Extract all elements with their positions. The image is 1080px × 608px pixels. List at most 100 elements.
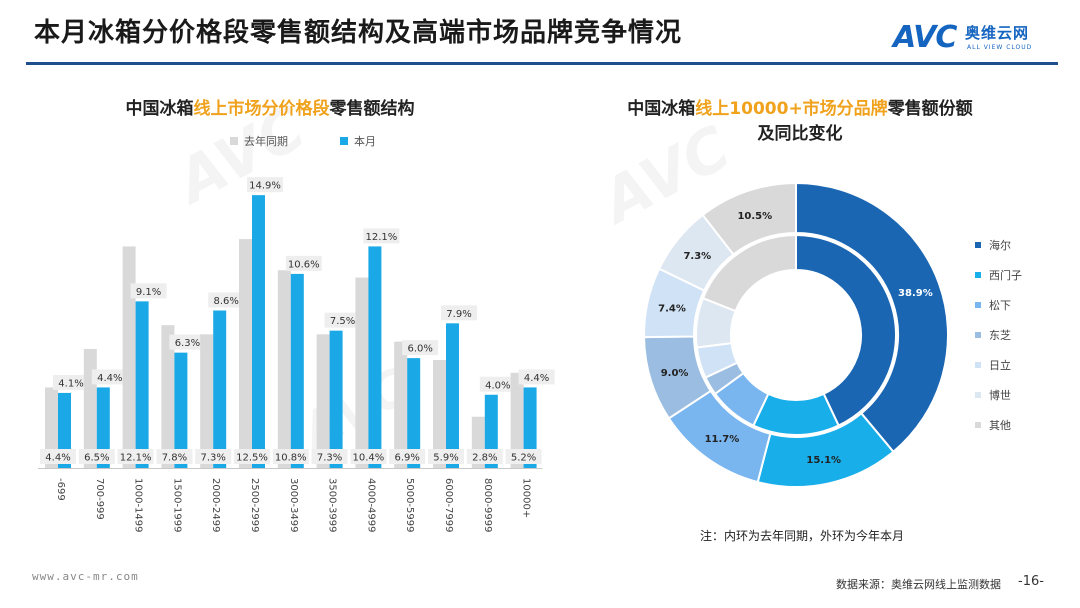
data-source: 数据来源：奥维云网线上监测数据 bbox=[836, 578, 1001, 591]
chart-note: 注：内环为去年同期，外环为今年本月 bbox=[700, 529, 905, 543]
x-tick-label: 1000-1499 bbox=[133, 478, 144, 533]
x-tick-label: 3500-3999 bbox=[327, 478, 338, 533]
label-box-last-year bbox=[195, 449, 232, 464]
outer-slice-label: 10.5% bbox=[737, 211, 772, 222]
label-this-month: 12.1% bbox=[366, 232, 398, 243]
label-this-month: 4.0% bbox=[485, 380, 510, 391]
logo-en-name: ALL VIEW CLOUD bbox=[967, 44, 1033, 51]
bar-this-month-700-999 bbox=[96, 387, 110, 468]
label-box-last-year bbox=[389, 449, 426, 464]
left-chart-title: 中国冰箱线上市场分价格段零售额结构 bbox=[125, 99, 415, 119]
label-this-month: 4.4% bbox=[524, 373, 549, 384]
outer-slice-其他 bbox=[701, 181, 797, 256]
legend-item-其他: 其他 bbox=[975, 410, 1022, 440]
outer-slice-海尔 bbox=[795, 181, 949, 454]
outer-slice-label: 11.7% bbox=[705, 434, 740, 445]
label-last-year: 7.8% bbox=[162, 453, 187, 464]
bar-last-year-10000+ bbox=[510, 372, 524, 468]
x-tick-label: 1500-1999 bbox=[171, 478, 182, 533]
bar-last-year-6000-7999 bbox=[433, 359, 446, 468]
page-title: 本月冰箱分价格段零售额结构及高端市场品牌竞争情况 bbox=[34, 18, 683, 48]
outer-slice-label: 9.0% bbox=[661, 368, 689, 379]
x-tick-label: 5000-5999 bbox=[404, 478, 415, 533]
legend-label: 海尔 bbox=[989, 239, 1011, 252]
legend-item-松下: 松下 bbox=[975, 290, 1022, 320]
label-this-month: 14.9% bbox=[249, 181, 281, 192]
label-box-this-month bbox=[208, 292, 245, 308]
bar-last-year-5000-5999 bbox=[394, 341, 408, 468]
label-box-last-year bbox=[40, 449, 76, 464]
bar-last-year-1500-1999 bbox=[161, 325, 175, 468]
website-url: www.avc-mr.com bbox=[32, 570, 139, 583]
bar-last-year-2000-2499 bbox=[200, 334, 214, 468]
page-number: -16- bbox=[1018, 574, 1044, 589]
label-this-month: 9.1% bbox=[136, 287, 161, 298]
legend-label: 其他 bbox=[989, 419, 1011, 432]
label-box-this-month bbox=[169, 334, 206, 350]
label-box-last-year bbox=[428, 449, 464, 464]
bar-this-month-5000-5999 bbox=[407, 358, 421, 468]
legend-item-西门子: 西门子 bbox=[975, 260, 1022, 290]
label-last-year: 12.1% bbox=[120, 453, 152, 464]
label-box-this-month bbox=[91, 369, 128, 385]
label-box-last-year bbox=[311, 449, 348, 464]
label-this-month: 6.0% bbox=[407, 344, 432, 355]
label-this-month: 6.3% bbox=[175, 338, 200, 349]
legend-item-日立: 日立 bbox=[975, 350, 1022, 380]
bar-this-month-6000-7999 bbox=[446, 323, 459, 468]
outer-slice-label: 38.9% bbox=[898, 288, 933, 299]
bar-last-year-3500-3999 bbox=[316, 334, 330, 468]
legend-swatch bbox=[975, 272, 981, 278]
label-box-this-month bbox=[130, 283, 167, 299]
legend-swatch bbox=[975, 392, 981, 398]
bar-last-year-3000-3499 bbox=[277, 270, 291, 468]
legend-label-this-month: 本月 bbox=[354, 135, 376, 148]
x-tick-label: -699 bbox=[55, 478, 66, 501]
donut-legend: 海尔西门子 松下东芝日立 博世其他 bbox=[975, 230, 1022, 440]
label-last-year: 6.9% bbox=[394, 453, 419, 464]
label-box-last-year bbox=[78, 449, 115, 464]
label-last-year: 5.9% bbox=[433, 453, 458, 464]
label-last-year: 12.5% bbox=[236, 453, 268, 464]
label-box-last-year bbox=[505, 449, 542, 464]
legend-swatch bbox=[975, 302, 981, 308]
avc-logo: AVC 奥维云网 ALL VIEW CLOUD bbox=[893, 20, 1053, 60]
x-tick-label: 10000+ bbox=[521, 478, 532, 518]
bar-this-month-3500-3999 bbox=[329, 330, 343, 468]
legend-item-博世: 博世 bbox=[975, 380, 1022, 410]
label-last-year: 7.3% bbox=[317, 453, 342, 464]
label-this-month: 4.1% bbox=[58, 378, 83, 389]
label-box-this-month bbox=[518, 369, 555, 385]
x-tick-label: 6000-7999 bbox=[443, 478, 454, 533]
label-last-year: 10.8% bbox=[275, 453, 307, 464]
label-box-last-year bbox=[117, 449, 154, 464]
bar-last-year--699 bbox=[45, 387, 58, 468]
label-box-this-month bbox=[247, 177, 283, 193]
right-chart-title: 中国冰箱线上10000+市场分品牌零售额份额 及同比变化 bbox=[627, 99, 973, 144]
logo-cn-name: 奥维云网 bbox=[965, 24, 1030, 42]
bar-this-month-2000-2499 bbox=[213, 310, 227, 468]
x-tick-label: 2000-2499 bbox=[210, 478, 221, 533]
label-last-year: 4.4% bbox=[45, 453, 70, 464]
label-box-this-month bbox=[53, 374, 89, 390]
legend-item-海尔: 海尔 bbox=[975, 230, 1022, 260]
legend-label: 东芝 bbox=[989, 329, 1011, 342]
x-tick-label: 8000-9999 bbox=[482, 478, 493, 533]
label-last-year: 10.4% bbox=[353, 453, 385, 464]
bar-this-month-10000+ bbox=[523, 387, 537, 468]
label-box-this-month bbox=[402, 340, 439, 356]
x-tick-label: 3000-3499 bbox=[288, 478, 299, 533]
x-tick-label: 2500-2999 bbox=[249, 478, 260, 533]
legend-swatch bbox=[975, 332, 981, 338]
legend-swatch bbox=[975, 422, 981, 428]
label-this-month: 4.4% bbox=[97, 373, 122, 384]
label-last-year: 6.5% bbox=[84, 453, 109, 464]
label-this-month: 8.6% bbox=[213, 296, 238, 307]
bar-last-year-2500-2999 bbox=[239, 239, 252, 468]
title-divider bbox=[26, 62, 1058, 65]
label-last-year: 5.2% bbox=[511, 453, 536, 464]
bar-this-month-2500-2999 bbox=[252, 195, 265, 469]
legend-swatch bbox=[975, 242, 981, 248]
